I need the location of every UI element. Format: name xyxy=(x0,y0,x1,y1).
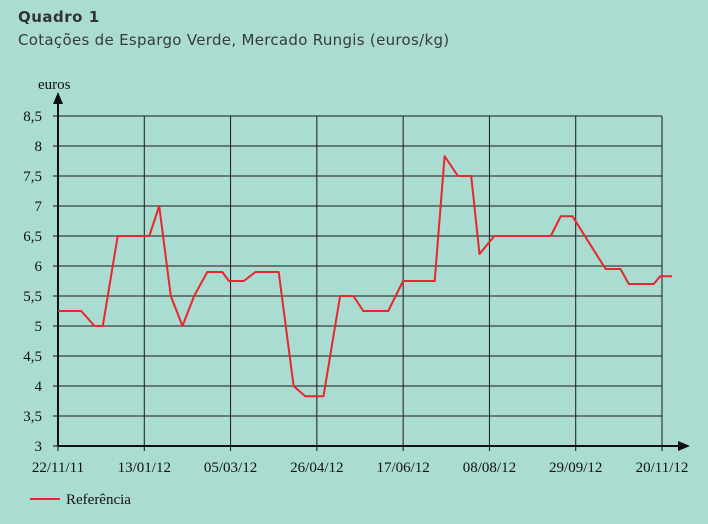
y-tick-label: 4,5 xyxy=(23,349,42,365)
x-tick-label: 22/11/11 xyxy=(32,460,84,476)
x-axis-arrow xyxy=(678,441,690,451)
x-tick-label: 13/01/12 xyxy=(118,460,171,476)
legend-label: Referência xyxy=(66,492,131,508)
x-tick-label: 17/06/12 xyxy=(376,460,429,476)
y-tick-label: 8 xyxy=(35,139,43,155)
chart-heading: Quadro 1 xyxy=(18,8,100,26)
y-tick-label: 3 xyxy=(35,439,43,455)
tick-labels: 3 3,5 4 4,5 5 5,5 6 6,5 7 7,5 8 8,5 22/11/11 13/01/12… xyxy=(23,109,688,476)
chart-subheading: Cotações de Espargo Verde, Mercado Rungi… xyxy=(18,31,450,49)
y-tick-label: 8,5 xyxy=(23,109,42,125)
grid-lines xyxy=(53,115,663,451)
y-tick-label: 3,5 xyxy=(23,409,42,425)
series-line xyxy=(58,155,672,398)
y-axis-label: euros xyxy=(38,77,71,93)
y-tick-label: 5,5 xyxy=(23,289,42,305)
x-tick-label: 26/04/12 xyxy=(290,460,343,476)
x-tick-label: 08/08/12 xyxy=(463,460,516,476)
y-tick-label: 6 xyxy=(35,259,43,275)
y-tick-label: 6,5 xyxy=(23,229,42,245)
legend: Referência xyxy=(30,492,131,508)
series-lines xyxy=(58,155,672,398)
y-tick-label: 5 xyxy=(35,319,43,335)
x-tick-label: 20/11/12 xyxy=(636,460,689,476)
y-tick-label: 7 xyxy=(35,199,43,215)
y-tick-label: 7,5 xyxy=(23,169,42,185)
axes: euros xyxy=(38,77,690,451)
x-tick-label: 05/03/12 xyxy=(204,460,257,476)
y-axis-arrow xyxy=(53,92,63,104)
x-tick-label: 29/09/12 xyxy=(549,460,602,476)
y-tick-label: 4 xyxy=(35,379,43,395)
